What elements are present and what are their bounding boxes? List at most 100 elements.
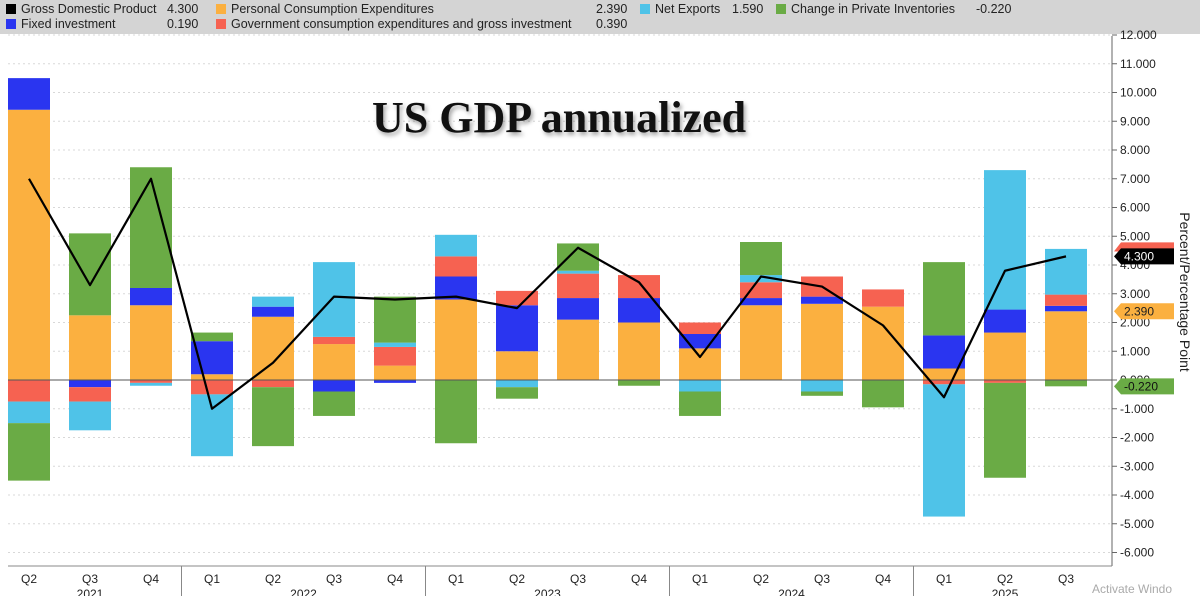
x-year-label: 2023 [534,587,561,596]
bar-segment [923,384,965,517]
value-tag [1114,248,1174,265]
activate-windows-watermark: Activate Windo [1092,582,1173,596]
bar-segment [923,262,965,336]
gdp-line [28,177,1067,410]
legend-swatch [216,19,226,29]
legend: Gross Domestic Product 4.300 Personal Co… [0,0,1200,34]
bar-segment [374,365,416,380]
bar-segment [923,380,965,385]
x-tick-label: Q4 [143,572,159,586]
bar-segment [801,303,843,380]
bar-segment [740,275,782,283]
legend-swatch [216,4,226,14]
value-tag-label: 4.300 [1124,249,1154,263]
y-tick-label: 7.000 [1120,172,1150,186]
bar-segment [313,262,355,337]
bar-segment [679,391,721,416]
x-tick-label: Q3 [814,572,830,586]
bar-segment [130,167,172,288]
y-tick-label: -3.000 [1120,459,1154,473]
value-tag-label: -0.220 [1124,379,1158,393]
bar-segment [130,288,172,306]
bar-segment [984,332,1026,380]
bar-segment [801,380,843,392]
x-tick-label: Q4 [387,572,403,586]
bar-segment [1045,294,1087,306]
bar-segment [496,380,538,388]
x-tick-label: Q3 [570,572,586,586]
bar-segment [1045,380,1087,387]
bar-segment [130,305,172,380]
bar-segment [435,299,477,380]
y-tick-label: -5.000 [1120,517,1154,531]
y-tick-label: 8.000 [1120,143,1150,157]
bar-segment [496,290,538,306]
x-tick-label: Q1 [936,572,952,586]
legend-value-net-exports: 1.590 [732,2,764,16]
value-tag [1114,303,1174,320]
legend-label: Change in Private Inventories [791,2,955,16]
bar-segment [69,387,111,402]
bar-segment [618,322,660,380]
bar-segment [313,391,355,416]
legend-item-pce: Personal Consumption Expenditures [216,2,434,16]
bar-segment [374,342,416,347]
legend-swatch [6,4,16,14]
y-tick-label: 1.000 [1120,344,1150,358]
bar-segment [252,387,294,447]
bar-segment [557,319,599,380]
bar-segment [679,322,721,334]
bar-segment [69,380,111,388]
bar-segment [130,382,172,386]
bar-segment [252,306,294,317]
bar-segment [130,380,172,383]
legend-value-government: 0.390 [596,17,628,31]
x-tick-label: Q2 [997,572,1013,586]
legend-item-inventories: Change in Private Inventories [776,2,955,16]
x-tick-label: Q2 [265,572,281,586]
legend-item-gdp: Gross Domestic Product [6,2,156,16]
bar-segment [984,170,1026,310]
bar-segment [252,380,294,388]
bar-segment [191,332,233,342]
bar-segment [801,296,843,304]
bar-segment [862,380,904,408]
legend-label: Net Exports [655,2,721,16]
bar-segment [8,423,50,481]
bar-segment [1045,248,1087,295]
x-tick-label: Q2 [753,572,769,586]
x-tick-label: Q1 [692,572,708,586]
bar-segment [1045,311,1087,380]
y-tick-label: -2.000 [1120,431,1154,445]
bar-segment [557,273,599,299]
bar-segment [923,368,965,380]
bar-segment [69,401,111,431]
bar-segment [191,380,233,395]
y-tick-label: -4.000 [1120,488,1154,502]
y-tick-label: -6.000 [1120,546,1154,560]
value-tag [1114,378,1174,395]
chart-title: US GDP annualized [372,93,747,142]
x-tick-label: Q1 [448,572,464,586]
x-year-label: 2021 [77,587,104,596]
bar-segment [984,309,1026,333]
legend-item-government: Government consumption expenditures and … [216,17,571,31]
bar-segment [740,282,782,299]
x-year-label: 2025 [992,587,1019,596]
bar-segment [435,256,477,277]
bar-segment [740,305,782,380]
y-tick-label: 10.000 [1120,86,1157,100]
bar-segment [435,276,477,300]
bar-segment [679,380,721,392]
x-tick-label: Q3 [82,572,98,586]
bar-segment [984,382,1026,478]
bar-segment [435,380,477,444]
x-tick-label: Q4 [631,572,647,586]
legend-label: Personal Consumption Expenditures [231,2,434,16]
bar-segment [313,336,355,345]
bar-segment [374,296,416,343]
legend-item-net-exports: Net Exports [640,2,720,16]
legend-label: Government consumption expenditures and … [231,17,572,31]
bar-segment [191,394,233,457]
